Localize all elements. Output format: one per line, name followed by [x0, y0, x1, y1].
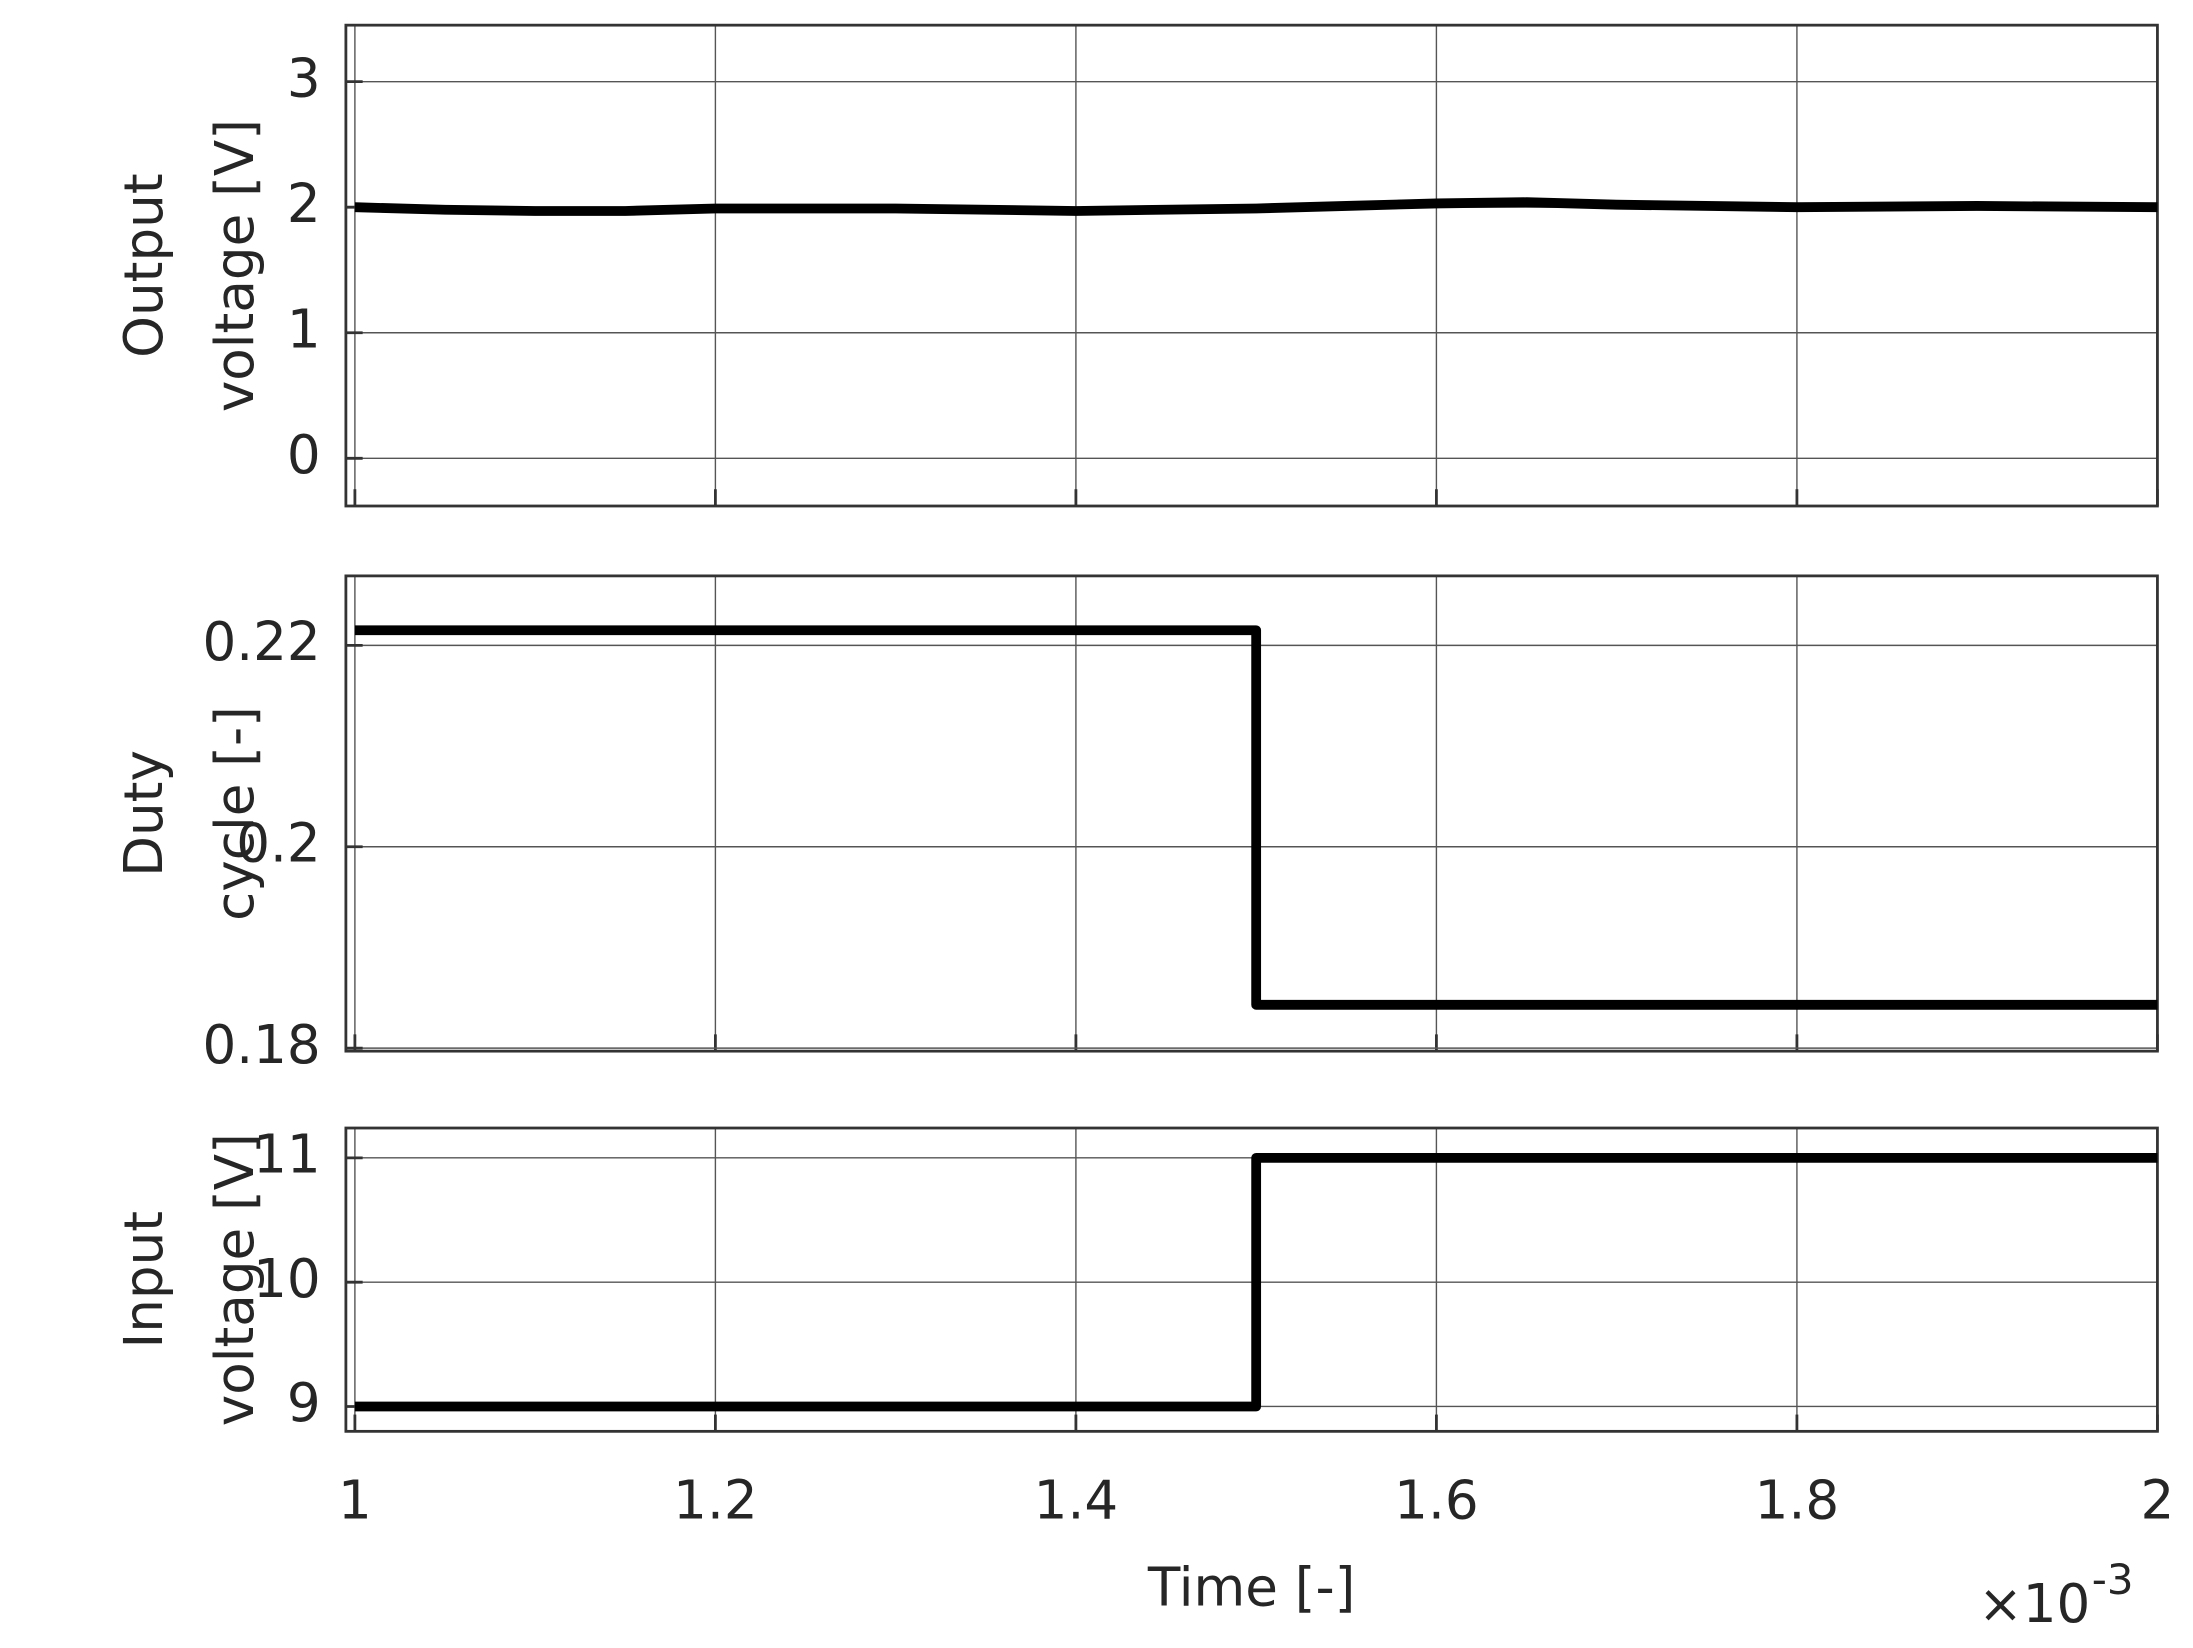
y-axis-label: voltage [V]	[204, 119, 266, 412]
y-axis-label: voltage [V]	[204, 1133, 266, 1426]
x-tick-label: 1.8	[1755, 1470, 1839, 1532]
x-tick-label: 1.4	[1034, 1470, 1118, 1532]
y-axis-label: Output	[113, 173, 175, 357]
x-multiplier: ×10	[1978, 1573, 2090, 1635]
x-axis-label: Time [-]	[1147, 1556, 1355, 1618]
y-tick-label: 0.2	[236, 812, 320, 874]
plot-frame	[344, 574, 2159, 1053]
x-tick-label: 1.6	[1394, 1470, 1478, 1532]
y-tick-label: 3	[287, 47, 321, 109]
x-multiplier-exponent: -3	[2092, 1555, 2134, 1604]
y-tick-label: 2	[287, 173, 321, 235]
plot-frame	[344, 23, 2159, 508]
y-axis-label: Input	[113, 1211, 175, 1349]
y-axis-label: cycle [-]	[204, 706, 266, 921]
x-tick-label: 1.2	[673, 1470, 757, 1532]
y-tick-label: 11	[253, 1123, 321, 1185]
y-tick-label: 9	[287, 1372, 321, 1434]
y-tick-label: 0.18	[202, 1014, 320, 1076]
plot-area	[345, 25, 2158, 507]
x-tick-label: 2	[2141, 1470, 2175, 1532]
x-tick-label: 1	[338, 1470, 372, 1532]
plot-frame	[344, 1126, 2159, 1433]
data-line	[354, 197, 2158, 216]
data-line	[354, 1152, 2158, 1412]
y-tick-label: 0	[287, 424, 321, 486]
y-tick-label: 1	[287, 298, 321, 360]
data-line	[354, 625, 2158, 1010]
y-tick-label: 0.22	[202, 611, 320, 673]
y-axis-label: Duty	[113, 750, 175, 877]
y-tick-label: 10	[253, 1248, 321, 1310]
